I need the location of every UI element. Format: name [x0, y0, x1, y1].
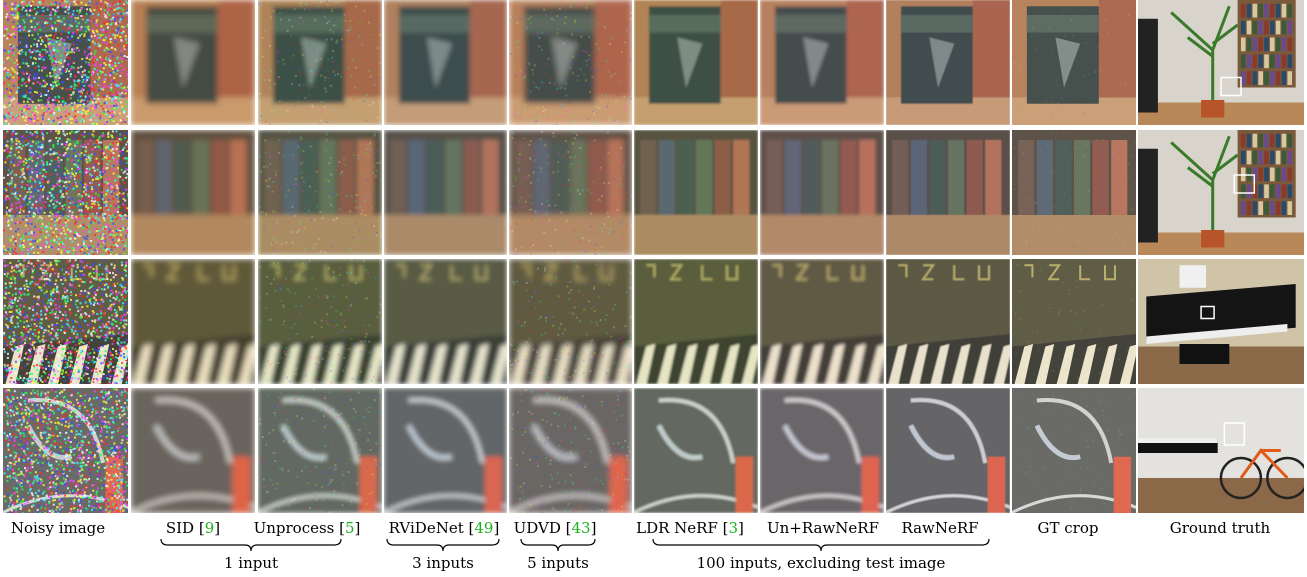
image-bookshelf-books	[886, 130, 1010, 255]
image-bookshelf-books	[3, 130, 128, 255]
image-cell-r3-c4	[384, 259, 507, 384]
image-bookshelf-book	[3, 0, 128, 125]
image-cell-r2-c1	[3, 130, 128, 255]
figure-grid	[0, 0, 1307, 510]
column-label-3: Unprocess [5]	[227, 519, 387, 537]
image-bookshelf-book	[1138, 0, 1304, 125]
image-cell-r1-c3	[258, 0, 382, 125]
group-brace-1	[160, 538, 342, 552]
image-cell-r3-c9	[1012, 259, 1136, 384]
image-bookshelf-book	[760, 0, 884, 125]
column-label-9: GT crop	[988, 519, 1148, 537]
image-bicycle	[886, 388, 1010, 513]
image-cell-r4-c9	[1012, 388, 1136, 513]
group-brace-3	[520, 538, 596, 552]
image-bookshelf-books	[509, 130, 632, 255]
citation-ref[interactable]: 5	[345, 519, 355, 537]
image-bookshelf-books	[131, 130, 255, 255]
image-cell-r4-c8	[886, 388, 1010, 513]
image-bicycle	[1012, 388, 1136, 513]
image-bookshelf-book	[131, 0, 255, 125]
image-piano-keys	[1138, 259, 1304, 384]
image-bookshelf-book	[886, 0, 1010, 125]
image-cell-r2-c8	[886, 130, 1010, 255]
image-bicycle	[634, 388, 758, 513]
image-piano-keys	[760, 259, 884, 384]
image-cell-r4-c4	[384, 388, 507, 513]
image-piano-keys	[258, 259, 382, 384]
image-cell-r4-c6	[634, 388, 758, 513]
citation-ref[interactable]: 43	[571, 519, 590, 537]
image-bicycle	[760, 388, 884, 513]
image-cell-r1-c8	[886, 0, 1010, 125]
image-bicycle	[384, 388, 507, 513]
image-cell-r1-c5	[509, 0, 632, 125]
image-cell-r2-c9	[1012, 130, 1136, 255]
image-cell-r4-c10	[1138, 388, 1304, 513]
image-cell-r1-c7	[760, 0, 884, 125]
image-bicycle	[3, 388, 128, 513]
image-cell-r2-c6	[634, 130, 758, 255]
image-piano-keys	[634, 259, 758, 384]
image-bookshelf-book	[258, 0, 382, 125]
image-cell-r3-c2	[131, 259, 255, 384]
image-piano-keys	[3, 259, 128, 384]
image-cell-r3-c8	[886, 259, 1010, 384]
image-cell-r3-c1	[3, 259, 128, 384]
image-cell-r4-c7	[760, 388, 884, 513]
image-bookshelf-books	[760, 130, 884, 255]
image-cell-r3-c10	[1138, 259, 1304, 384]
image-piano-keys	[886, 259, 1010, 384]
image-cell-r1-c10	[1138, 0, 1304, 125]
image-cell-r4-c2	[131, 388, 255, 513]
image-cell-r3-c7	[760, 259, 884, 384]
image-cell-r3-c6	[634, 259, 758, 384]
group-label-3: 5 inputs	[408, 554, 708, 572]
image-cell-r4-c5	[509, 388, 632, 513]
image-cell-r1-c4	[384, 0, 507, 125]
image-bookshelf-books	[258, 130, 382, 255]
citation-ref[interactable]: 9	[205, 519, 215, 537]
image-cell-r1-c2	[131, 0, 255, 125]
image-cell-r1-c1	[3, 0, 128, 125]
group-label-4: 100 inputs, excluding test image	[671, 554, 971, 572]
image-piano-keys	[509, 259, 632, 384]
image-bicycle	[1138, 388, 1304, 513]
image-cell-r1-c6	[634, 0, 758, 125]
image-bookshelf-book	[509, 0, 632, 125]
image-piano-keys	[384, 259, 507, 384]
column-label-10: Ground truth	[1140, 519, 1300, 537]
image-bookshelf-book	[1012, 0, 1136, 125]
image-cell-r2-c2	[131, 130, 255, 255]
image-cell-r4-c1	[3, 388, 128, 513]
image-piano-keys	[131, 259, 255, 384]
image-bookshelf-books	[384, 130, 507, 255]
image-cell-r2-c10	[1138, 130, 1304, 255]
group-brace-2	[386, 538, 500, 552]
image-cell-r2-c7	[760, 130, 884, 255]
image-bicycle	[258, 388, 382, 513]
input-groups: 1 input 3 inputs 5 inputs 100 inputs, exclu…	[0, 538, 1307, 577]
image-cell-r1-c9	[1012, 0, 1136, 125]
image-cell-r2-c4	[384, 130, 507, 255]
image-bookshelf-books	[634, 130, 758, 255]
image-cell-r3-c3	[258, 259, 382, 384]
image-bookshelf-books	[1012, 130, 1136, 255]
image-cell-r2-c3	[258, 130, 382, 255]
image-cell-r4-c3	[258, 388, 382, 513]
image-bicycle	[131, 388, 255, 513]
image-bookshelf-book	[384, 0, 507, 125]
image-cell-r3-c5	[509, 259, 632, 384]
image-cell-r2-c5	[509, 130, 632, 255]
image-piano-keys	[1012, 259, 1136, 384]
image-bookshelf-books	[1138, 130, 1304, 255]
citation-ref[interactable]: 3	[728, 519, 738, 537]
image-bicycle	[509, 388, 632, 513]
group-brace-4	[652, 538, 990, 552]
image-bookshelf-book	[634, 0, 758, 125]
